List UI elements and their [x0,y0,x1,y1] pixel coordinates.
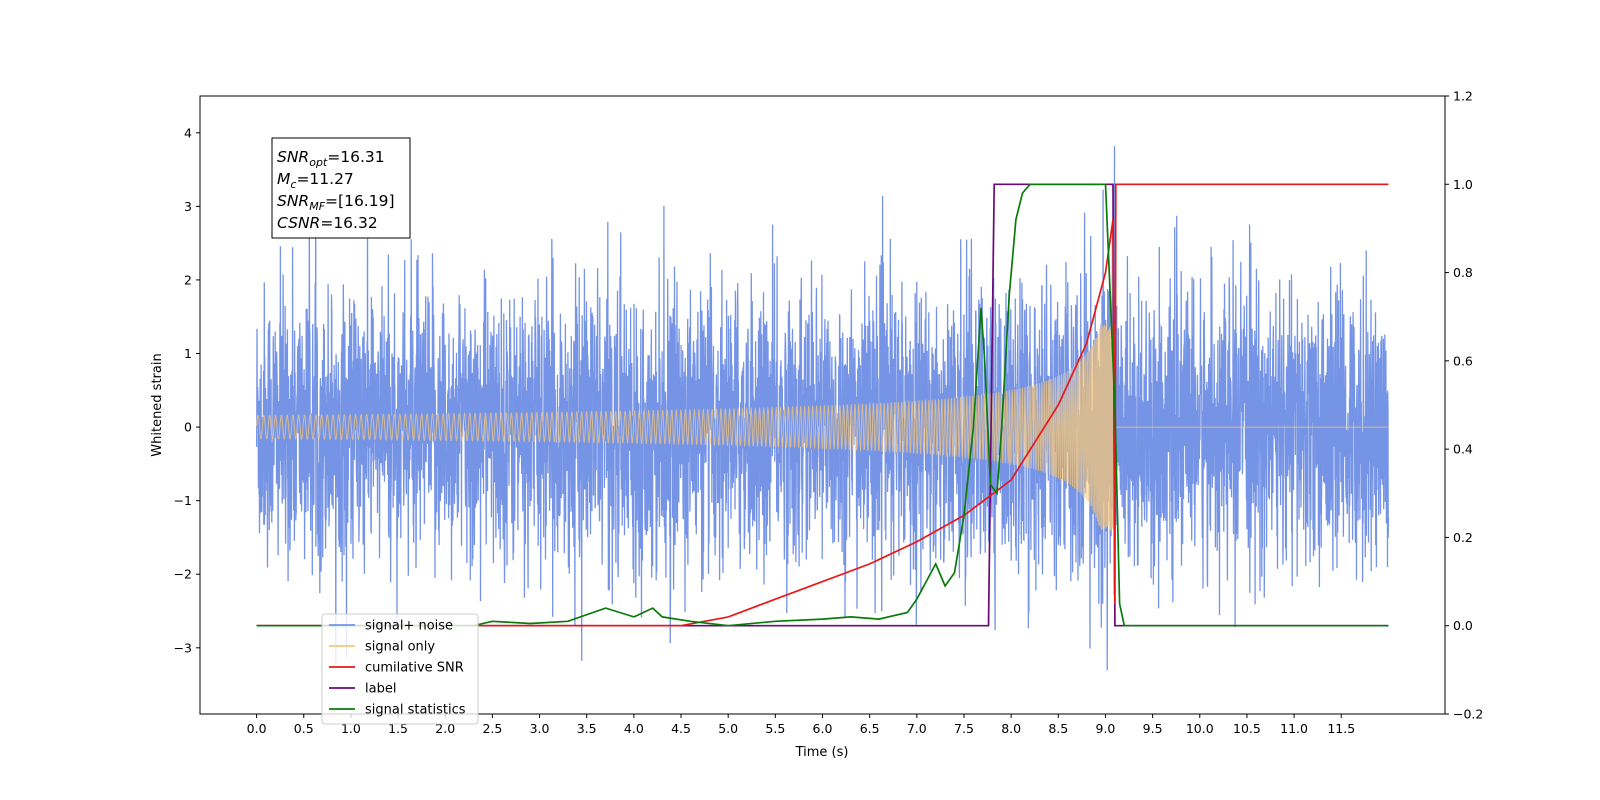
y-tick-label: 0 [184,420,192,435]
y-tick-label: 3 [184,199,192,214]
legend-entry: signal only [365,640,435,655]
x-tick-label: 4.5 [671,721,691,736]
legend-frame [321,613,479,725]
series-signal-only-line [256,324,1389,531]
legend-entry: cumilative SNR [365,661,464,676]
x-tick-label: 6.0 [813,721,833,736]
x-tick-label: 10.0 [1186,721,1214,736]
axes: 0.0 0.5 1.0 1.5 2.0 2.5 3.0 3.5 4.0 4.5 5.0 5.5 6.0 6… [174,89,1484,737]
x-tick-label: 7.5 [954,721,974,736]
y-tick-label: 1 [184,346,192,361]
x-tick-label: 5.0 [718,721,738,736]
y2-tick-label: −0.2 [1453,707,1483,722]
annotation-line: CSNR=16.32 [277,214,378,232]
x-tick-label: 0.0 [247,721,267,736]
y-tick-label: 4 [184,125,192,140]
x-tick-label: 3.0 [530,721,550,736]
legend-entry: label [365,682,396,697]
x-tick-label: 10.5 [1233,721,1261,736]
x-tick-label: 2.5 [482,721,502,736]
x-tick-label: 11.0 [1280,721,1308,736]
x-tick-label: 9.0 [1096,721,1116,736]
x-tick-label: 7.0 [907,721,927,736]
x-tick-label: 4.0 [624,721,644,736]
y-tick-label: −1 [174,493,192,508]
x-tick-label: 5.5 [765,721,785,736]
series-signal-statistics-line [256,183,1389,627]
x-tick-label: 1.5 [388,721,408,736]
x-tick-label: 9.5 [1143,721,1163,736]
y-tick-label: −3 [174,640,192,655]
y2-tick-label: 0.0 [1453,618,1473,633]
snr-annotation-box: SNRopt=16.31Mc=11.27SNRMF=[16.19]CSNR=16… [271,137,411,239]
x-tick-label: 11.5 [1327,721,1355,736]
x-tick-label: 3.5 [577,721,597,736]
annotation-line: Mc=11.27 [277,170,354,191]
y2-tick-label: 1.0 [1453,177,1473,192]
x-tick-label: 2.0 [435,721,455,736]
legend-entry: signal statistics [365,703,466,718]
y2-tick-label: 1.2 [1453,89,1473,104]
annotation-line: SNRopt=16.31 [277,148,385,169]
y2-tick-label: 0.8 [1453,265,1473,280]
plot-area [255,146,1390,671]
y-axis-label: Whitened strain [150,353,165,456]
x-tick-label: 1.0 [341,721,361,736]
x-tick-label: 8.5 [1048,721,1068,736]
x-axis-label: Time (s) [795,745,849,760]
legend-entry: signal+ noise [365,619,453,634]
annotation-line: SNRMF=[16.19] [277,192,395,213]
annotation-frame [271,137,411,239]
legend: signal+ noise signal only cumilative SNR la… [321,613,479,725]
y2-tick-label: 0.6 [1453,353,1473,368]
series-cumulative-snr-line [256,183,1389,627]
series-signal-noise-line [255,146,1390,671]
x-tick-label: 8.0 [1001,721,1021,736]
x-tick-label: 0.5 [294,721,314,736]
y2-tick-label: 0.4 [1453,442,1473,457]
y2-tick-label: 0.2 [1453,530,1473,545]
y-tick-label: 2 [184,272,192,287]
x-tick-label: 6.5 [860,721,880,736]
y-tick-label: −2 [174,567,192,582]
